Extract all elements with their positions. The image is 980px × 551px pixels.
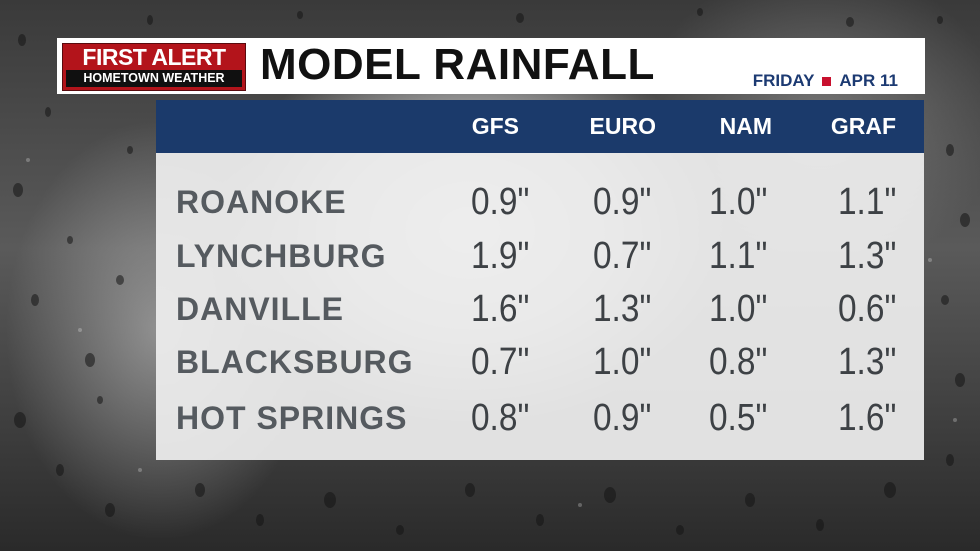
value-gfs: 0.8" [470, 397, 529, 439]
value-gfs: 1.9" [470, 235, 529, 277]
date-separator-square [822, 76, 832, 86]
value-graf: 1.3" [837, 235, 896, 277]
page-title: MODEL RAINFALL [260, 40, 655, 89]
table-row: ROANOKE 0.9" 0.9" 1.0" 1.1" [156, 176, 924, 228]
value-graf: 0.6" [837, 288, 896, 330]
value-nam: 1.0" [708, 181, 767, 223]
value-nam: 1.0" [708, 288, 767, 330]
table-row: HOT SPRINGS 0.8" 0.9" 0.5" 1.6" [156, 392, 924, 444]
value-euro: 0.7" [592, 235, 651, 277]
city-name: DANVILLE [176, 291, 344, 327]
value-nam: 1.1" [708, 235, 767, 277]
city-name: BLACKSBURG [176, 344, 414, 380]
value-gfs: 0.7" [470, 341, 529, 383]
first-alert-logo: FIRST ALERT HOMETOWN WEATHER [62, 43, 246, 91]
value-euro: 1.0" [592, 341, 651, 383]
column-header-graf: GRAF [830, 113, 896, 139]
city-name: ROANOKE [176, 184, 347, 220]
table-row: LYNCHBURG 1.9" 0.7" 1.1" 1.3" [156, 230, 924, 282]
value-graf: 1.6" [837, 397, 896, 439]
logo-bottom-text: HOMETOWN WEATHER [66, 70, 242, 87]
value-euro: 0.9" [592, 181, 651, 223]
date-line: FRIDAY APR 11 [753, 70, 898, 92]
value-euro: 1.3" [592, 288, 651, 330]
column-header-nam: NAM [719, 113, 772, 139]
logo-top-text: FIRST ALERT [82, 44, 226, 70]
table-row: DANVILLE 1.6" 1.3" 1.0" 0.6" [156, 283, 924, 335]
value-euro: 0.9" [592, 397, 651, 439]
table-header-row: GFS EURO NAM GRAF [156, 100, 924, 153]
city-name: LYNCHBURG [176, 238, 387, 274]
value-nam: 0.8" [708, 341, 767, 383]
value-gfs: 0.9" [470, 181, 529, 223]
city-name: HOT SPRINGS [176, 400, 408, 436]
value-graf: 1.1" [837, 181, 896, 223]
column-header-gfs: GFS [471, 113, 519, 139]
rainfall-table: GFS EURO NAM GRAF ROANOKE 0.9" 0.9" 1.0"… [156, 100, 924, 460]
column-header-euro: EURO [589, 113, 656, 139]
value-nam: 0.5" [708, 397, 767, 439]
value-gfs: 1.6" [470, 288, 529, 330]
table-row: BLACKSBURG 0.7" 1.0" 0.8" 1.3" [156, 336, 924, 388]
value-graf: 1.3" [837, 341, 896, 383]
day-label: FRIDAY [752, 71, 815, 90]
date-label: APR 11 [839, 71, 898, 90]
